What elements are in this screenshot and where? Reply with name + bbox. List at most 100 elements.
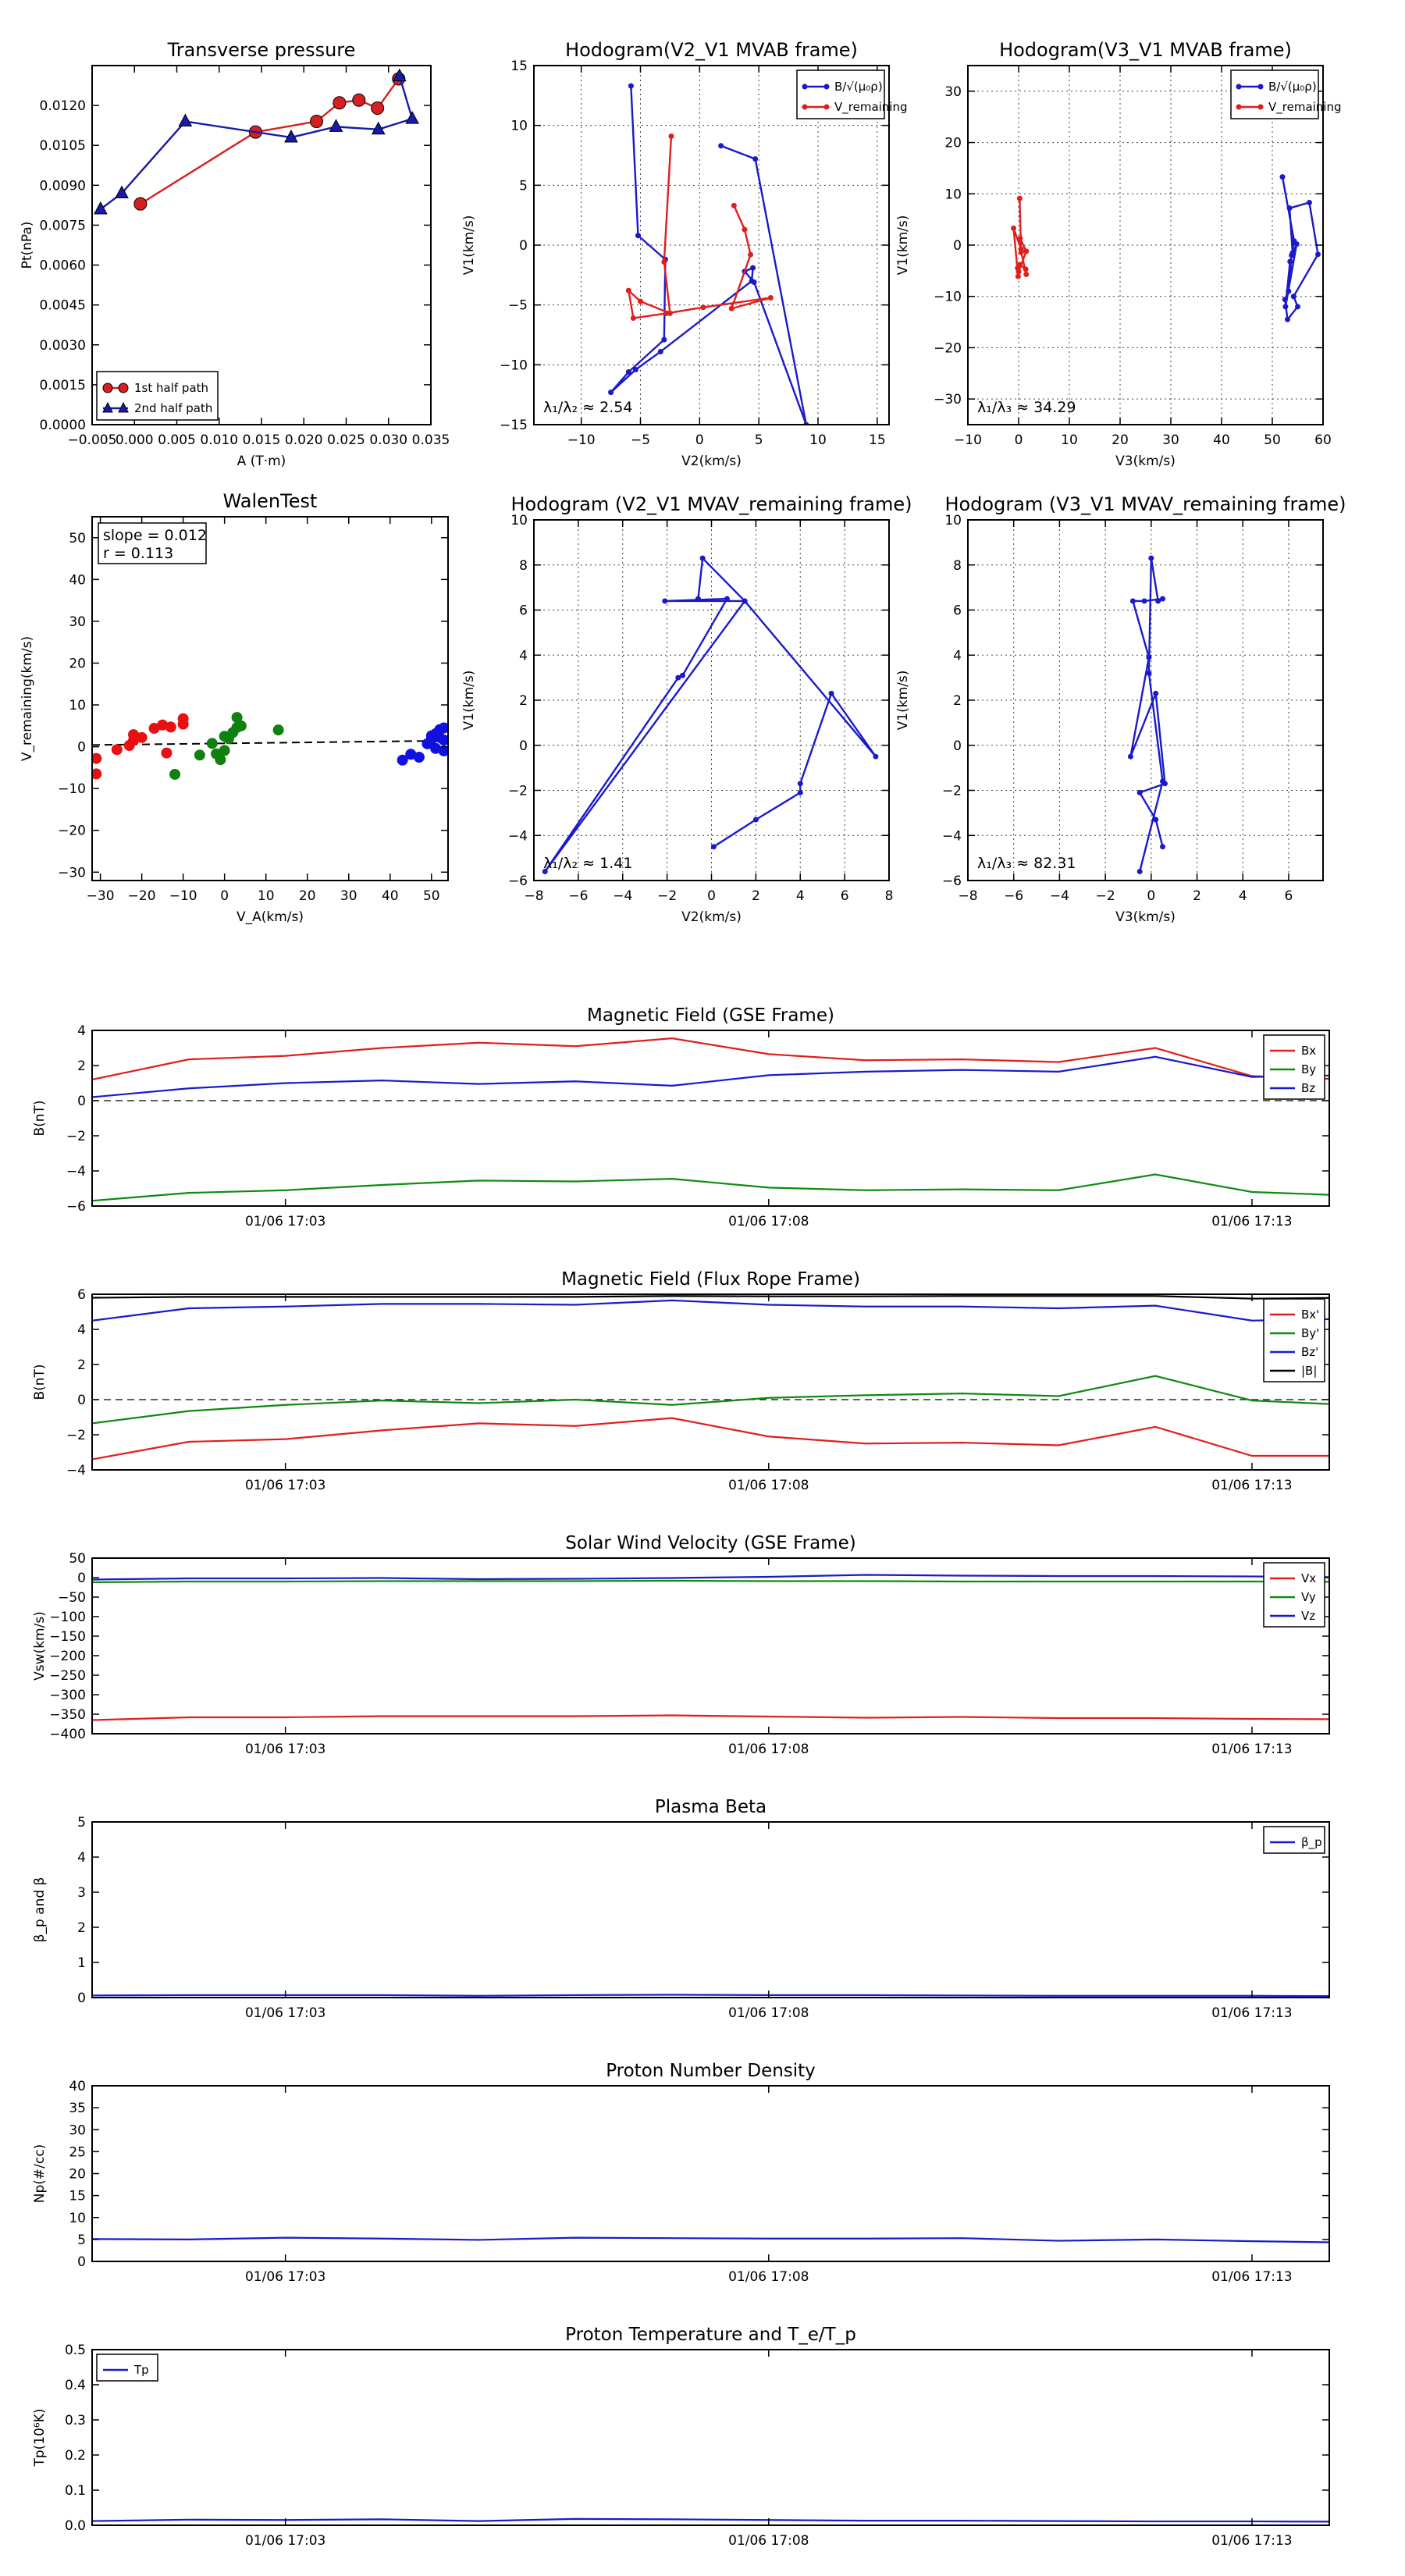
legend-label: Bx: [1301, 1044, 1316, 1058]
x-tick-label: 01/06 17:08: [728, 2269, 809, 2285]
eigen-ratio-annotation: λ₁/λ₂ ≈ 1.41: [543, 855, 632, 872]
x-tick-label: −10: [567, 432, 596, 448]
legend: β_p: [1263, 1826, 1325, 1854]
legend-label: Vx: [1301, 1571, 1316, 1585]
x-tick-label: −10: [954, 432, 982, 448]
axes-frame: [967, 519, 1324, 881]
data-point: [724, 596, 730, 602]
chart-title: Proton Number Density: [606, 2061, 816, 2081]
x-tick-label: 01/06 17:13: [1211, 2005, 1292, 2021]
x-tick-label: 10: [1061, 432, 1078, 448]
chart-title: Proton Temperature and T_e/T_p: [565, 2325, 856, 2345]
data-point: [430, 742, 442, 754]
data-point: [828, 690, 834, 696]
axes-frame: [91, 1030, 1330, 1207]
y-axis-label: V1(km/s): [461, 671, 477, 731]
y-tick-label: −300: [49, 1688, 86, 1703]
x-tick-label: 50: [1264, 432, 1281, 448]
x-tick-label: 01/06 17:08: [728, 2533, 809, 2549]
y-tick-label: 50: [69, 531, 86, 546]
x-tick-label: 10: [258, 888, 275, 904]
data-point: [1148, 555, 1154, 561]
x-tick-label: −6: [568, 888, 588, 904]
data-point: [1153, 690, 1159, 696]
legend-label: By': [1301, 1326, 1319, 1340]
y-tick-label: 30: [944, 84, 962, 100]
data-point: [1023, 271, 1030, 277]
y-tick-label: 25: [69, 2144, 86, 2160]
x-tick-label: 01/06 17:13: [1211, 1214, 1292, 1229]
y-tick-label: 0: [77, 1991, 86, 2006]
legend-marker: [1236, 104, 1242, 110]
y-tick-label: 40: [69, 2079, 86, 2094]
y-tick-label: 4: [77, 1322, 86, 1338]
data-point: [630, 315, 636, 322]
data-point: [329, 119, 343, 132]
x-tick-label: −20: [128, 888, 156, 904]
y-tick-label: −30: [934, 392, 962, 407]
x-tick-label: 01/06 17:03: [245, 1478, 325, 1493]
axes-frame: [91, 2085, 1330, 2262]
series-bz-line: [92, 1055, 1329, 1098]
y-tick-label: 30: [69, 614, 86, 630]
data-point: [680, 672, 686, 678]
data-point: [310, 115, 324, 129]
x-tick-label: 15: [869, 432, 886, 448]
data-point: [1286, 288, 1292, 294]
data-point: [178, 113, 193, 127]
x-tick-label: −30: [87, 888, 115, 904]
data-point: [148, 723, 160, 735]
data-point: [405, 111, 419, 124]
data-point: [542, 868, 548, 874]
x-tick-label: 0.010: [200, 432, 238, 448]
data-point: [699, 555, 706, 561]
data-point: [1023, 248, 1030, 254]
y-tick-label: −6: [66, 1199, 86, 1215]
y-tick-label: 4: [953, 648, 962, 664]
data-point: [1160, 596, 1166, 602]
series-b--line: [1281, 176, 1319, 322]
legend: B/√(μ₀ρ) V_remaining: [1230, 69, 1342, 119]
y-axis-label: Pt(nPa): [20, 222, 35, 269]
series-bz--line: [92, 1299, 1329, 1322]
y-tick-label: 6: [77, 1287, 86, 1303]
legend-marker: [802, 84, 808, 90]
plot-area: [92, 1574, 1329, 1721]
chart-title: WalenTest: [223, 490, 318, 512]
legend: Bx' By' Bz' |B|: [1263, 1298, 1325, 1382]
y-tick-label: 10: [69, 698, 86, 713]
chart-title: Hodogram (V2_V1 MVAV_remaining frame): [510, 493, 912, 515]
x-tick-label: 40: [382, 888, 399, 904]
legend-label: Tp: [133, 2363, 149, 2377]
x-tick-label: 4: [796, 888, 805, 904]
x-tick-label: 20: [299, 888, 316, 904]
y-tick-label: −2: [66, 1129, 86, 1144]
x-tick-label: 01/06 17:08: [728, 1214, 809, 1229]
eigen-ratio-annotation: λ₁/λ₃ ≈ 34.29: [977, 399, 1076, 416]
y-axis-label: V1(km/s): [461, 215, 477, 276]
y-tick-label: 0.0090: [40, 178, 86, 194]
y-tick-label: 20: [944, 136, 962, 151]
chart-title: Solar Wind Velocity (GSE Frame): [565, 1533, 855, 1553]
x-tick-label: 01/06 17:03: [245, 2269, 325, 2285]
x-tick-label: 6: [841, 888, 849, 904]
x-tick-label: 01/06 17:03: [245, 1214, 325, 1229]
x-axis-label: V_A(km/s): [237, 909, 304, 925]
data-point: [169, 768, 181, 780]
y-tick-label: 0.0075: [40, 218, 86, 233]
data-point: [94, 201, 108, 215]
data-point: [1153, 817, 1159, 823]
series-bx-line: [92, 1037, 1329, 1081]
legend-label: Vz: [1301, 1609, 1315, 1623]
data-point: [752, 156, 759, 162]
y-axis-label: β_p and β: [32, 1877, 48, 1943]
data-point: [1282, 304, 1289, 310]
data-point: [1295, 304, 1300, 310]
x-tick-label: 01/06 17:13: [1211, 1478, 1292, 1493]
legend-marker: [1257, 104, 1264, 110]
y-tick-label: −10: [934, 290, 962, 305]
y-tick-label: −20: [934, 340, 962, 356]
legend-label: By: [1301, 1062, 1316, 1076]
y-tick-label: 30: [69, 2122, 86, 2138]
